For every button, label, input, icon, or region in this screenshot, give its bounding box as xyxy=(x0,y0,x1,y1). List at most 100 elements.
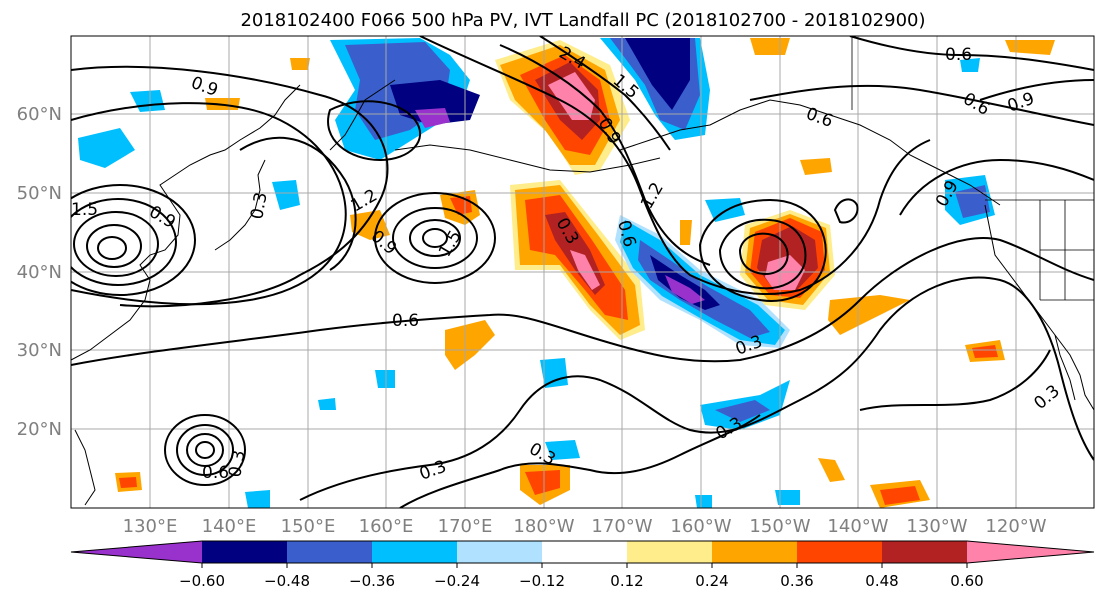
colorbar-bin xyxy=(457,541,542,563)
contour-typhoon-2 xyxy=(176,424,234,476)
contour-label: 0.6 xyxy=(392,311,419,331)
map-frame xyxy=(70,35,1095,509)
contour-central-low-1 xyxy=(374,192,496,284)
coast-alaska xyxy=(619,99,1001,206)
shade-neg-130e-60n xyxy=(78,128,135,168)
shade-patch-120w-70n xyxy=(1005,40,1055,55)
lon-tick-label: 130°W xyxy=(906,516,967,537)
contour-ne-4 xyxy=(979,79,1094,101)
contour-ridge-big xyxy=(419,36,931,296)
contour-label: 0.3 xyxy=(225,449,249,479)
shade-patch-140w-20n-red xyxy=(880,486,920,505)
contour-east-low-3 xyxy=(738,232,789,275)
shade-tongue-pink xyxy=(570,250,600,290)
colorbar-tick-label: 0.12 xyxy=(610,572,643,590)
contour-central-low-4 xyxy=(422,228,448,248)
contour-trough-3 xyxy=(239,136,357,271)
lon-tick-label: 180°W xyxy=(513,516,574,537)
shade-patch-140w-30n xyxy=(828,295,910,335)
shade-neg-130w-60n xyxy=(960,58,980,72)
contour-ne-1 xyxy=(849,36,1094,71)
shade-neg-150e-10n xyxy=(245,490,270,508)
lat-tick-label: 50°N xyxy=(17,183,62,204)
coast-kamchatka xyxy=(329,79,396,151)
lon-tick-label: 130°E xyxy=(123,516,178,537)
coast-baja xyxy=(1054,334,1076,401)
colorbar-bin xyxy=(797,541,882,563)
contour-0p3-east xyxy=(859,349,1051,411)
pv-contours xyxy=(71,36,1094,508)
colorbar-bin xyxy=(882,541,967,563)
contour-ne-3 xyxy=(899,158,1094,216)
shade-patch-170w-55n xyxy=(680,220,692,245)
contour-ne-2 xyxy=(749,84,1094,126)
shade-ridge-pink xyxy=(548,72,595,120)
shade-band-royal xyxy=(638,240,770,338)
lat-tick-label: 30°N xyxy=(17,340,62,361)
lon-tick-label: 170°E xyxy=(438,516,493,537)
lon-axis-labels: 130°E 140°E 150°E 160°E 170°E 180°W 170°… xyxy=(123,516,1047,537)
contour-central-low-3 xyxy=(409,219,461,257)
contour-typhoon-4 xyxy=(195,441,215,459)
contour-label: 0.6 xyxy=(945,45,972,65)
colorbar-tick-label: −0.24 xyxy=(434,572,480,590)
colorbar: −0.60 −0.48 −0.36 −0.24 −0.12 0.12 0.24 … xyxy=(70,540,1095,590)
shade-patch-150w-50n xyxy=(800,158,832,175)
shade-patch-155e-70n xyxy=(290,58,310,70)
lat-axis-labels: 60°N 50°N 40°N 30°N 20°N xyxy=(17,104,62,440)
shade-neg-140w-10n xyxy=(775,490,800,505)
contour-0p6-mid xyxy=(71,237,1094,366)
coast-philippines xyxy=(74,429,96,506)
shade-patch-180-15n-red xyxy=(525,470,560,495)
shade-patch-120w-30n-red xyxy=(972,345,998,358)
contour-typhoon-3 xyxy=(186,433,224,467)
contour-west-low-1 xyxy=(71,184,196,296)
contour-east-low-2 xyxy=(718,218,807,290)
figure-title: 2018102400 F066 500 hPa PV, IVT Landfall… xyxy=(240,10,925,31)
colorbar-bin xyxy=(71,541,202,563)
colorbar-tick-label: 0.60 xyxy=(950,572,983,590)
colorbar-ticks xyxy=(201,563,968,568)
lon-tick-label: 170°W xyxy=(591,516,652,537)
contour-label: 0.3 xyxy=(247,191,271,221)
shade-neg-150w-20n-royal xyxy=(715,400,770,422)
border-us-states xyxy=(1039,200,1094,301)
contour-trough-1 xyxy=(71,65,389,308)
shade-neg-180-20n xyxy=(545,440,580,460)
lon-tick-label: 120°W xyxy=(985,516,1046,537)
lon-tick-label: 160°W xyxy=(670,516,731,537)
colorbar-bin xyxy=(372,541,457,563)
colorbar-tick-label: 0.36 xyxy=(780,572,813,590)
shade-neg-170w-30n xyxy=(540,358,568,388)
lat-tick-label: 40°N xyxy=(17,262,62,283)
shade-patch-170e-30n xyxy=(445,320,495,370)
contour-east-low-1 xyxy=(698,198,827,302)
colorbar-tick-label: −0.48 xyxy=(264,572,310,590)
contour-west-low-4 xyxy=(86,224,142,268)
colorbar-bin xyxy=(287,541,372,563)
lon-tick-label: 140°W xyxy=(827,516,888,537)
contour-kamchatka-loop xyxy=(327,100,421,162)
shade-patch-150w-70n xyxy=(750,38,790,55)
shade-patch-160e-45n xyxy=(350,210,390,240)
shade-band-navy xyxy=(650,255,720,310)
colorbar-bin xyxy=(967,541,1094,563)
coast-aleutians xyxy=(394,144,661,173)
contour-west-low-3 xyxy=(73,211,159,277)
shade-patch-130e-15n-red xyxy=(119,477,137,488)
shade-neg-160w-10n xyxy=(695,495,712,508)
shade-neg-160e-25n xyxy=(375,370,395,388)
lon-tick-label: 160°E xyxy=(359,516,414,537)
shade-top-navy xyxy=(625,38,690,110)
contour-west-low-2 xyxy=(71,198,177,286)
coast-japan xyxy=(214,159,266,251)
contour-typhoon-1 xyxy=(164,414,246,486)
colorbar-bin xyxy=(627,541,712,563)
shade-neg-160e-20n xyxy=(318,398,336,410)
colorbar-bin xyxy=(202,541,287,563)
contour-0p3-low xyxy=(299,276,1094,501)
contour-0p3-low-2 xyxy=(399,414,761,508)
contour-west-low-5 xyxy=(97,236,127,260)
colorbar-bin xyxy=(542,541,627,563)
